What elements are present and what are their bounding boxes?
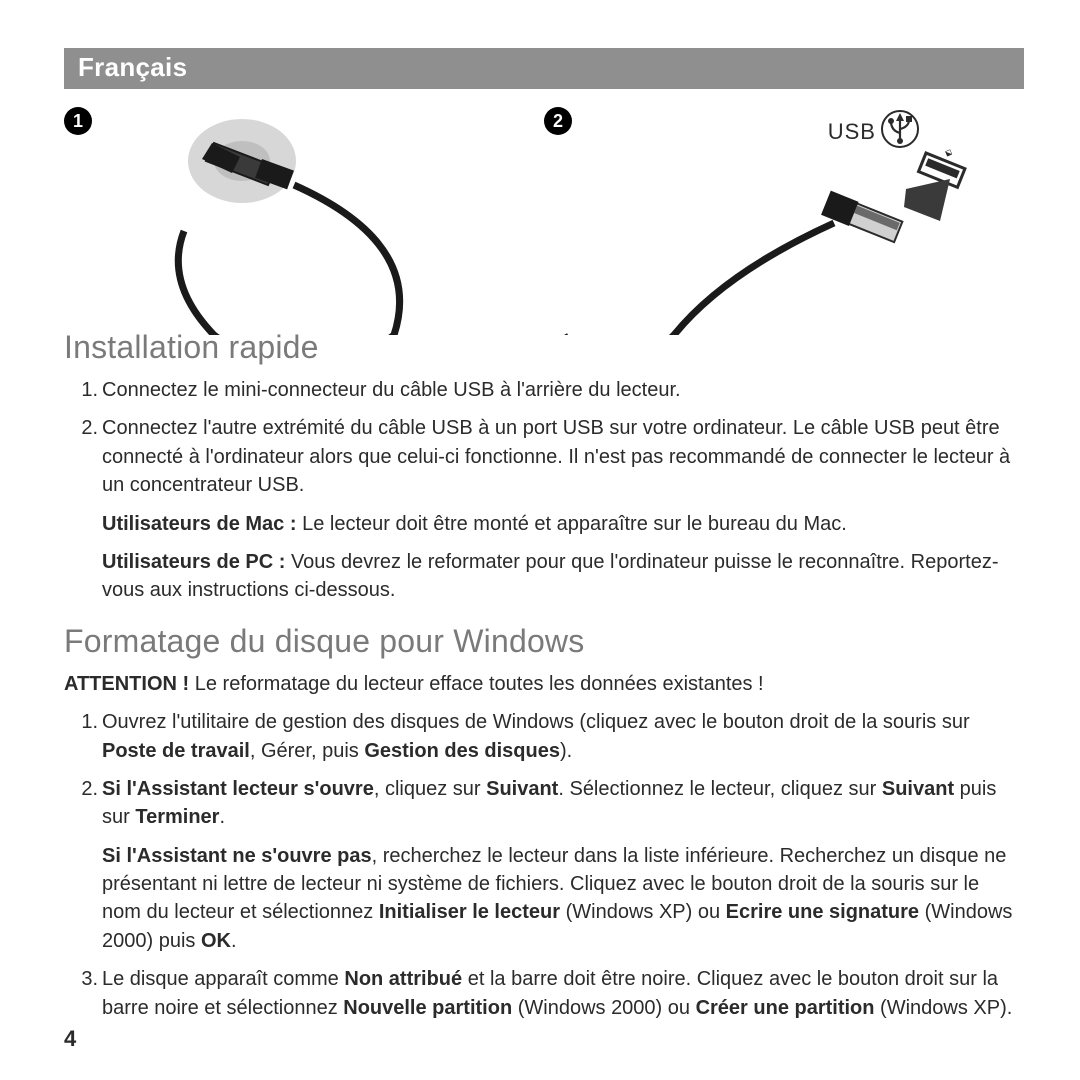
fmt2-b: , cliquez sur [374,778,486,800]
list-item: Connectez le mini-connecteur du câble US… [102,376,1022,404]
fmt1-b: Poste de travail [102,740,250,762]
list-item: Le disque apparaît comme Non attribué et… [102,965,1022,1022]
step-badge-2: 2 [544,107,572,135]
pc-users-note: Utilisateurs de PC : Vous devrez le refo… [64,548,1024,605]
language-label: Français [78,52,187,82]
fmt2n-e: Ecrire une signature [726,901,919,923]
list-item: Si l'Assistant lecteur s'ouvre, cliquez … [102,775,1022,955]
fmt1-c: , Gérer, puis [250,740,365,762]
fmt3-a: Le disque apparaît comme [102,968,344,990]
usb-text-label: USB [828,119,876,145]
mac-users-note: Utilisateurs de Mac : Le lecteur doit êt… [64,510,1024,538]
cable-to-drive-icon [64,103,544,335]
install-steps-list: Connectez le mini-connecteur du câble US… [64,376,1024,500]
list-item: Connectez l'autre extrémité du câble USB… [102,414,1022,499]
attention-warning: ATTENTION ! Le reformatage du lecteur ef… [64,670,1024,698]
pc-note-label: Utilisateurs de PC : [102,551,285,573]
list-item: Ouvrez l'utilitaire de gestion des disqu… [102,708,1022,765]
fmt3-b: Non attribué [344,968,462,990]
format-steps-list: Ouvrez l'utilitaire de gestion des disqu… [64,708,1024,1022]
fmt2n-h: . [231,930,237,952]
install-step-2-text: Connectez l'autre extrémité du câble USB… [102,417,1010,496]
fmt3-d: Nouvelle partition [343,997,512,1019]
fmt2-c: Suivant [486,778,558,800]
language-bar: Français [64,48,1024,89]
mac-note-label: Utilisateurs de Mac : [102,513,297,535]
page-number: 4 [64,1026,76,1052]
mac-note-text: Le lecteur doit être monté et apparaître… [297,513,847,535]
fmt2-d: . Sélectionnez le lecteur, cliquez sur [558,778,882,800]
fmt1-a: Ouvrez l'utilitaire de gestion des disqu… [102,711,970,733]
fmt2-h: . [219,806,225,828]
fmt3-f: Créer une partition [696,997,875,1019]
fmt2n-c: Initialiser le lecteur [379,901,560,923]
fmt2n-d: (Windows XP) ou [560,901,726,923]
attention-label: ATTENTION ! [64,673,189,695]
fmt2n-a: Si l'Assistant ne s'ouvre pas [102,845,372,867]
fmt2-e: Suivant [882,778,954,800]
step-badge-1: 1 [64,107,92,135]
svg-text:⬙: ⬙ [943,146,955,159]
heading-formatting: Formatage du disque pour Windows [64,623,1024,660]
fmt2-a: Si l'Assistant lecteur s'ouvre [102,778,374,800]
fmt2-g: Terminer [135,806,219,828]
diagram-row: 1 2 USB [64,103,1024,335]
fmt3-e: (Windows 2000) ou [512,997,695,1019]
attention-text: Le reformatage du lecteur efface toutes … [189,673,763,695]
cable-to-port-icon: ⬙ [544,103,1024,335]
usb-trident-icon [880,109,920,154]
diagram-step-1: 1 [64,103,544,340]
install-step-1-text: Connectez le mini-connecteur du câble US… [102,379,681,401]
fmt2n-g: OK [201,930,231,952]
fmt1-e: ). [560,740,572,762]
fmt3-g: (Windows XP). [875,997,1013,1019]
diagram-step-2: 2 USB ⬙ [544,103,1024,340]
fmt1-d: Gestion des disques [364,740,560,762]
